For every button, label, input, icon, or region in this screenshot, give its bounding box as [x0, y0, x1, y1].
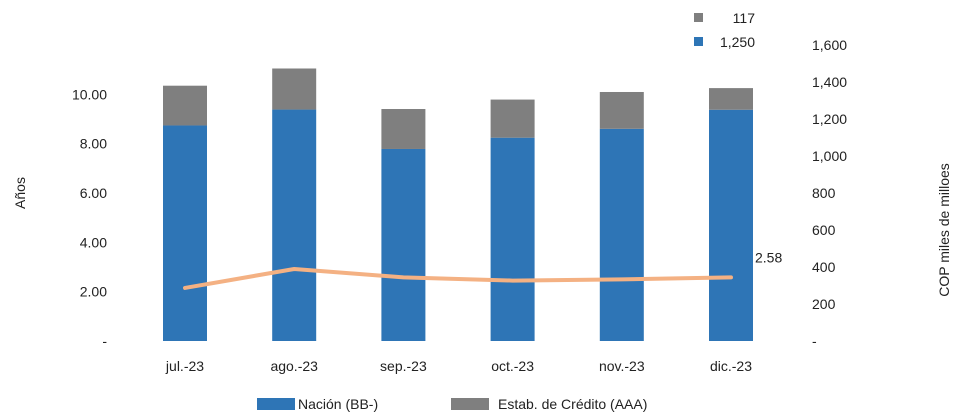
duration-line-layer — [183, 266, 733, 290]
bar-estab-credito — [163, 85, 207, 126]
y-tick-right: 1,400 — [812, 74, 847, 90]
legend-swatch-estab — [451, 398, 489, 410]
legend-label-estab: Estab. de Crédito (AAA) — [498, 396, 647, 412]
legend: Nación (BB-) Estab. de Crédito (AAA) — [257, 396, 647, 412]
annotations: 2.58 1,250 117 — [694, 10, 782, 265]
y-tick-right: - — [812, 333, 817, 349]
y-tick-left: 6.00 — [80, 185, 107, 201]
x-axis-ticks: jul.-23 ago.-23 sep.-23 oct.-23 nov.-23 dic.-… — [165, 358, 752, 374]
value-swatch-nacion — [694, 37, 703, 46]
duration-line — [183, 266, 733, 290]
legend-swatch-nacion — [257, 398, 295, 410]
y-tick-right: 200 — [812, 296, 836, 312]
bar-estab-credito — [599, 91, 644, 129]
x-tick-label: nov.-23 — [599, 358, 645, 374]
left-axis-ticks: - 2.00 4.00 6.00 8.00 10.00 — [72, 86, 107, 349]
y-tick-right: 1,200 — [812, 111, 847, 127]
y-tick-right: 600 — [812, 222, 836, 238]
legend-label-nacion: Nación (BB-) — [298, 396, 378, 412]
bar-nacion — [599, 128, 644, 341]
bar-estab-credito — [272, 68, 317, 110]
y-tick-left: 2.00 — [80, 284, 107, 300]
x-tick-label: sep.-23 — [380, 358, 427, 374]
y-tick-right: 800 — [812, 185, 836, 201]
bar-nacion — [490, 137, 535, 341]
right-axis-ticks: - 200 400 600 800 1,000 1,200 1,400 1,600 — [812, 37, 847, 349]
y-axis-label-right: COP miles de milloes — [936, 163, 952, 297]
x-tick-label: dic.-23 — [710, 358, 752, 374]
x-tick-label: oct.-23 — [491, 358, 534, 374]
x-tick-label: ago.-23 — [270, 358, 318, 374]
value-label-nacion: 1,250 — [720, 34, 755, 50]
y-tick-left: 8.00 — [80, 136, 107, 152]
bar-estab-credito — [709, 88, 753, 110]
bar-estab-credito — [490, 99, 535, 138]
bar-estab-credito — [381, 109, 426, 149]
y-tick-left: - — [102, 333, 107, 349]
y-axis-label-left: Años — [12, 177, 28, 209]
y-tick-left: 4.00 — [80, 234, 107, 250]
x-tick-label: jul.-23 — [165, 358, 204, 374]
value-swatch-estab — [694, 13, 703, 22]
bar-nacion — [272, 109, 317, 341]
bar-nacion — [381, 148, 426, 341]
y-tick-right: 1,600 — [812, 37, 847, 53]
value-label-estab: 117 — [733, 10, 756, 26]
bar-nacion — [163, 125, 207, 341]
y-tick-right: 400 — [812, 259, 836, 275]
line-value-label: 2.58 — [755, 249, 782, 265]
bar-nacion — [709, 109, 753, 341]
y-tick-right: 1,000 — [812, 148, 847, 164]
bars — [163, 68, 753, 341]
y-tick-left: 10.00 — [72, 86, 107, 102]
